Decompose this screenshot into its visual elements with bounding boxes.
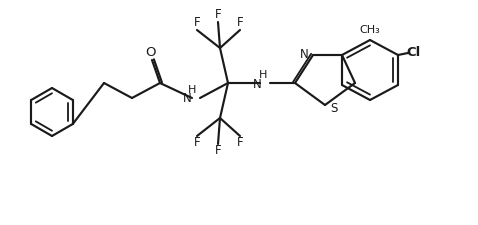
Text: F: F [215, 144, 221, 158]
Text: N: N [183, 92, 191, 106]
Text: H: H [259, 70, 267, 80]
Text: F: F [215, 9, 221, 22]
Text: S: S [330, 101, 337, 115]
Text: CH₃: CH₃ [359, 25, 380, 35]
Text: O: O [146, 45, 156, 58]
Text: F: F [237, 137, 243, 149]
Text: F: F [237, 16, 243, 29]
Text: H: H [188, 85, 196, 95]
Text: N: N [253, 77, 261, 90]
Text: F: F [194, 16, 200, 29]
Text: F: F [194, 137, 200, 149]
Text: Cl: Cl [407, 47, 421, 59]
Text: N: N [300, 49, 308, 61]
